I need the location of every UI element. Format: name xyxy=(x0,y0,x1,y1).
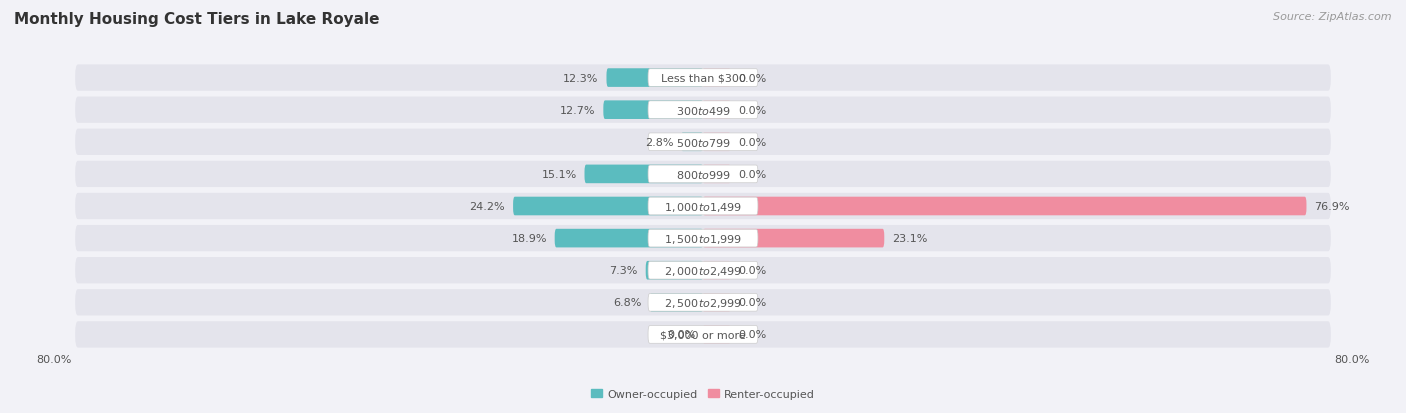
FancyBboxPatch shape xyxy=(703,69,731,88)
Text: $300 to $499: $300 to $499 xyxy=(675,104,731,116)
FancyBboxPatch shape xyxy=(703,101,731,120)
FancyBboxPatch shape xyxy=(703,293,731,312)
Text: 76.9%: 76.9% xyxy=(1315,202,1350,211)
Text: 0.0%: 0.0% xyxy=(666,330,695,339)
Text: 7.3%: 7.3% xyxy=(609,266,638,275)
Text: 12.3%: 12.3% xyxy=(564,74,599,83)
Text: 0.0%: 0.0% xyxy=(738,330,766,339)
FancyBboxPatch shape xyxy=(648,134,758,151)
Text: 0.0%: 0.0% xyxy=(738,169,766,180)
FancyBboxPatch shape xyxy=(681,133,703,152)
FancyBboxPatch shape xyxy=(75,290,1331,316)
FancyBboxPatch shape xyxy=(650,293,703,312)
FancyBboxPatch shape xyxy=(603,101,703,120)
FancyBboxPatch shape xyxy=(75,257,1331,284)
FancyBboxPatch shape xyxy=(703,165,731,184)
FancyBboxPatch shape xyxy=(585,165,703,184)
FancyBboxPatch shape xyxy=(513,197,703,216)
Text: Less than $300: Less than $300 xyxy=(661,74,745,83)
FancyBboxPatch shape xyxy=(75,97,1331,123)
FancyBboxPatch shape xyxy=(645,261,703,280)
Text: 15.1%: 15.1% xyxy=(541,169,576,180)
Text: 18.9%: 18.9% xyxy=(512,233,547,244)
FancyBboxPatch shape xyxy=(648,102,758,119)
Text: 6.8%: 6.8% xyxy=(613,298,641,308)
Text: $800 to $999: $800 to $999 xyxy=(675,169,731,180)
FancyBboxPatch shape xyxy=(703,197,1306,216)
Text: 0.0%: 0.0% xyxy=(738,138,766,147)
FancyBboxPatch shape xyxy=(648,69,758,87)
FancyBboxPatch shape xyxy=(75,161,1331,188)
Text: 80.0%: 80.0% xyxy=(1334,355,1369,365)
FancyBboxPatch shape xyxy=(75,65,1331,92)
FancyBboxPatch shape xyxy=(648,166,758,183)
FancyBboxPatch shape xyxy=(75,225,1331,252)
FancyBboxPatch shape xyxy=(555,229,703,248)
Text: Source: ZipAtlas.com: Source: ZipAtlas.com xyxy=(1274,12,1392,22)
Text: 0.0%: 0.0% xyxy=(738,298,766,308)
Text: $2,500 to $2,999: $2,500 to $2,999 xyxy=(664,296,742,309)
Text: 23.1%: 23.1% xyxy=(893,233,928,244)
FancyBboxPatch shape xyxy=(648,230,758,247)
Text: 80.0%: 80.0% xyxy=(37,355,72,365)
FancyBboxPatch shape xyxy=(648,326,758,344)
Text: 12.7%: 12.7% xyxy=(560,105,596,115)
FancyBboxPatch shape xyxy=(75,193,1331,220)
Text: 24.2%: 24.2% xyxy=(470,202,505,211)
Text: $2,000 to $2,499: $2,000 to $2,499 xyxy=(664,264,742,277)
Text: $1,500 to $1,999: $1,500 to $1,999 xyxy=(664,232,742,245)
FancyBboxPatch shape xyxy=(75,129,1331,156)
FancyBboxPatch shape xyxy=(648,198,758,215)
Text: 0.0%: 0.0% xyxy=(738,266,766,275)
Text: 2.8%: 2.8% xyxy=(645,138,673,147)
FancyBboxPatch shape xyxy=(703,229,884,248)
Text: $3,000 or more: $3,000 or more xyxy=(661,330,745,339)
FancyBboxPatch shape xyxy=(75,321,1331,348)
Text: $1,000 to $1,499: $1,000 to $1,499 xyxy=(664,200,742,213)
FancyBboxPatch shape xyxy=(703,261,731,280)
Text: Monthly Housing Cost Tiers in Lake Royale: Monthly Housing Cost Tiers in Lake Royal… xyxy=(14,12,380,27)
Text: $500 to $799: $500 to $799 xyxy=(675,136,731,148)
Legend: Owner-occupied, Renter-occupied: Owner-occupied, Renter-occupied xyxy=(592,389,814,399)
FancyBboxPatch shape xyxy=(648,262,758,279)
FancyBboxPatch shape xyxy=(703,325,731,344)
FancyBboxPatch shape xyxy=(648,294,758,311)
FancyBboxPatch shape xyxy=(606,69,703,88)
FancyBboxPatch shape xyxy=(703,133,731,152)
Text: 0.0%: 0.0% xyxy=(738,74,766,83)
Text: 0.0%: 0.0% xyxy=(738,105,766,115)
